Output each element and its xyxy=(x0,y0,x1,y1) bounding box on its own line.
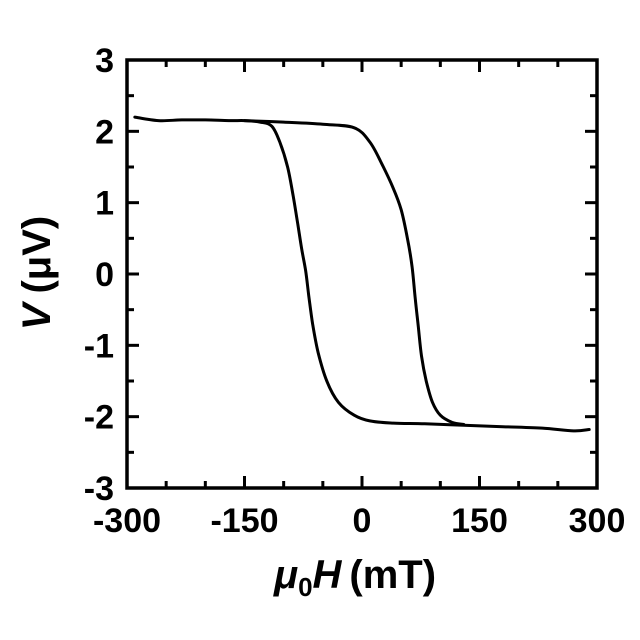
y-axis-label-unit: (μV) xyxy=(15,216,59,294)
x-tick-label: 150 xyxy=(451,502,508,540)
y-tick-label: -3 xyxy=(84,470,114,508)
x-tick-label: 300 xyxy=(569,502,626,540)
x-axis-label-mu: μ xyxy=(273,553,298,597)
series-line-return-branch xyxy=(243,119,466,426)
y-tick-label: -2 xyxy=(84,399,114,437)
y-tick-label: -1 xyxy=(84,327,114,365)
x-axis-label: μ0H (mT) xyxy=(273,553,436,602)
x-tick-label: 0 xyxy=(353,502,372,540)
y-tick-label: 3 xyxy=(95,42,114,80)
series-group xyxy=(133,115,591,433)
series-line-main-branch xyxy=(133,115,591,433)
y-tick-label: 0 xyxy=(95,256,114,294)
plot-frame xyxy=(125,58,599,490)
x-tick-labels: -300 -150 0 150 300 xyxy=(93,502,625,540)
y-tick-label: 2 xyxy=(95,113,114,151)
y-axis-label: V (μV) xyxy=(15,216,59,330)
tick-marks xyxy=(125,58,599,490)
x-tick-label: -300 xyxy=(93,502,161,540)
x-tick-label: -150 xyxy=(210,502,278,540)
x-axis-label-subscript: 0 xyxy=(298,572,312,602)
y-tick-label: 1 xyxy=(95,185,114,223)
y-axis-label-var: V xyxy=(15,300,59,330)
x-axis-label-unit: (mT) xyxy=(349,553,436,597)
x-axis-label-var: H xyxy=(313,553,343,597)
y-tick-labels: -3 -2 -1 0 1 2 3 xyxy=(84,42,114,508)
